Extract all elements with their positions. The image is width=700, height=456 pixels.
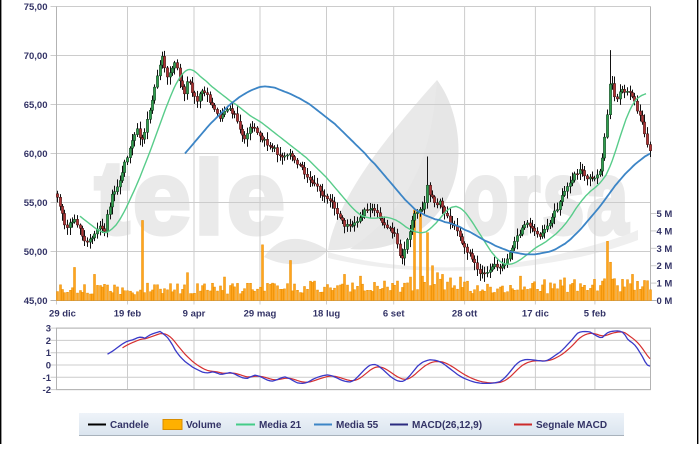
svg-text:4 M: 4 M <box>657 226 673 237</box>
svg-text:9 apr: 9 apr <box>183 309 206 320</box>
svg-text:29 mag: 29 mag <box>244 309 277 320</box>
svg-text:2: 2 <box>46 336 51 347</box>
svg-text:19 feb: 19 feb <box>114 309 142 320</box>
svg-text:29 dic: 29 dic <box>49 309 76 320</box>
svg-text:1 M: 1 M <box>657 279 673 290</box>
svg-text:-2: -2 <box>43 385 51 396</box>
svg-text:65,00: 65,00 <box>24 100 48 111</box>
svg-text:2 M: 2 M <box>657 261 673 272</box>
svg-text:0 M: 0 M <box>657 296 673 307</box>
svg-text:70,00: 70,00 <box>24 51 48 62</box>
svg-text:50,00: 50,00 <box>24 247 48 258</box>
svg-text:orsa: orsa <box>463 140 631 255</box>
svg-text:Candele: Candele <box>110 420 149 431</box>
svg-text:6 set: 6 set <box>383 309 405 320</box>
svg-text:75,00: 75,00 <box>24 2 48 13</box>
svg-text:tele: tele <box>95 140 288 255</box>
svg-text:3 M: 3 M <box>657 244 673 255</box>
svg-text:5 M: 5 M <box>657 209 673 220</box>
svg-text:60,00: 60,00 <box>24 149 48 160</box>
svg-text:17 dic: 17 dic <box>522 309 549 320</box>
svg-text:18 lug: 18 lug <box>313 309 341 320</box>
svg-text:Media 21: Media 21 <box>259 420 302 431</box>
svg-text:3: 3 <box>46 324 51 335</box>
svg-text:0: 0 <box>46 361 51 372</box>
svg-text:55,00: 55,00 <box>24 198 48 209</box>
svg-text:Media 55: Media 55 <box>336 420 379 431</box>
svg-text:Segnale MACD: Segnale MACD <box>536 420 607 431</box>
svg-text:Volume: Volume <box>186 420 222 431</box>
svg-text:MACD(26,12,9): MACD(26,12,9) <box>412 420 482 431</box>
svg-text:45,00: 45,00 <box>24 296 48 307</box>
svg-text:28 ott: 28 ott <box>452 309 478 320</box>
svg-text:-1: -1 <box>43 373 52 384</box>
svg-text:5 feb: 5 feb <box>584 309 606 320</box>
svg-text:1: 1 <box>46 348 52 359</box>
